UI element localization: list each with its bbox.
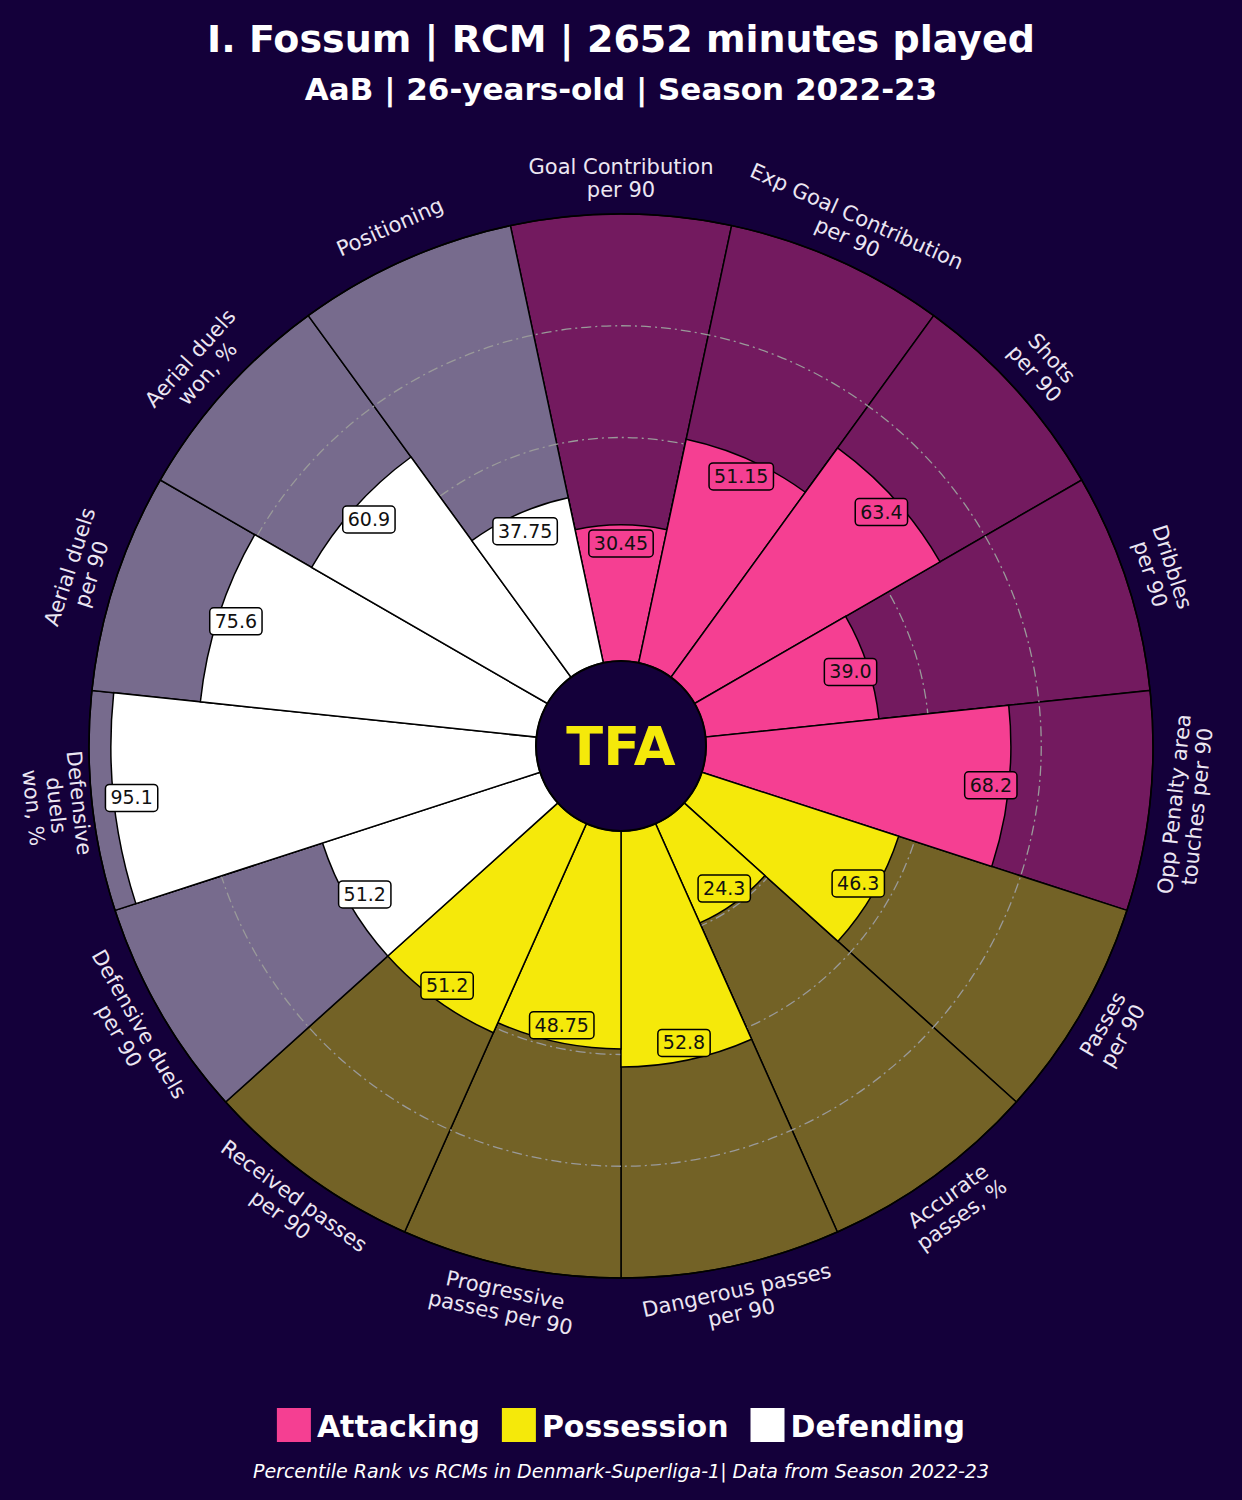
category-label: Goal Contributionper 90 xyxy=(529,155,714,202)
value-label-box xyxy=(824,658,876,685)
subtitle: AaB | 26-years-old | Season 2022-23 xyxy=(305,71,937,108)
value-label: 48.75 xyxy=(530,1012,594,1039)
title: I. Fossum | RCM | 2652 minutes played xyxy=(207,17,1035,62)
chart: I. Fossum | RCM | 2652 minutes played AaB… xyxy=(0,0,1242,1500)
legend-label: Possession xyxy=(542,1409,729,1444)
value-label-text: 37.75 xyxy=(498,520,552,542)
legend-item: Defending xyxy=(751,1408,966,1444)
axis-frame xyxy=(89,214,1153,1278)
legend: Attacking Possession Defending xyxy=(277,1408,965,1444)
value-label: 30.45 xyxy=(589,530,653,557)
category-label: Aerial duelsper 90 xyxy=(39,505,122,637)
value-label-text: 60.9 xyxy=(348,508,390,530)
value-label-box xyxy=(210,608,262,635)
value-label-text: 51.2 xyxy=(426,974,468,996)
value-label-text: 95.1 xyxy=(110,786,152,808)
value-label-box xyxy=(855,499,907,526)
value-label-text: 39.0 xyxy=(829,660,871,682)
caption: Percentile Rank vs RCMs in Denmark-Super… xyxy=(253,1460,989,1483)
category-label: Aerial duelswon, % xyxy=(140,304,257,427)
category-label: Shotsper 90 xyxy=(1003,325,1084,407)
value-label: 75.6 xyxy=(210,608,262,635)
bar xyxy=(695,616,879,737)
value-label-box xyxy=(709,463,773,490)
background xyxy=(0,0,1242,1500)
value-label-box xyxy=(698,875,750,902)
category-label: Accuratepasses, % xyxy=(898,1156,1011,1256)
value-label-text: 52.8 xyxy=(663,1031,705,1053)
category-label: Defensiveduelswon, % xyxy=(16,750,97,862)
plot: TFA 30.45 51.15 63.4 39.0 68.2 46.3 24.3 52.8 48.… xyxy=(16,155,1219,1345)
value-label-box xyxy=(530,1012,594,1039)
value-label-box xyxy=(965,772,1017,799)
category-label: Dribblesper 90 xyxy=(1125,522,1197,619)
value-label: 51.2 xyxy=(421,972,473,999)
category-label: Opp Penalty areatouches per 90 xyxy=(1153,713,1219,898)
value-label-box xyxy=(493,518,557,545)
value-label-text: 51.15 xyxy=(714,465,768,487)
value-label-box xyxy=(589,530,653,557)
value-label-text: 75.6 xyxy=(215,610,257,632)
value-label-box xyxy=(658,1029,710,1056)
value-label: 37.75 xyxy=(493,518,557,545)
category-label: Progressivepasses per 90 xyxy=(426,1263,579,1340)
value-label-box xyxy=(339,881,391,908)
value-label: 60.9 xyxy=(343,506,395,533)
category-label: Positioning xyxy=(333,193,447,261)
value-label-text: 24.3 xyxy=(703,877,745,899)
category-label: Dangerous passesper 90 xyxy=(640,1259,838,1345)
value-label: 39.0 xyxy=(824,658,876,685)
value-label: 24.3 xyxy=(698,875,750,902)
value-label: 51.2 xyxy=(339,881,391,908)
value-label: 51.15 xyxy=(709,463,773,490)
legend-swatch xyxy=(277,1408,311,1442)
value-label: 52.8 xyxy=(658,1029,710,1056)
value-label-text: 30.45 xyxy=(594,532,648,554)
value-label: 46.3 xyxy=(832,870,884,897)
value-labels: 30.45 51.15 63.4 39.0 68.2 46.3 24.3 52.8 48.75 5… xyxy=(105,463,1017,1056)
value-label: 63.4 xyxy=(855,499,907,526)
category-label: Passesper 90 xyxy=(1075,988,1151,1072)
value-label: 95.1 xyxy=(105,784,157,811)
bar xyxy=(621,824,752,1067)
value-label-box xyxy=(343,506,395,533)
legend-item: Possession xyxy=(502,1408,729,1444)
value-label-text: 68.2 xyxy=(970,774,1012,796)
category-label: Received passesper 90 xyxy=(203,1135,372,1275)
bar xyxy=(472,498,603,677)
category-labels: Goal Contributionper 90 Exp Goal Contribu… xyxy=(16,155,1219,1345)
value-label-box xyxy=(421,972,473,999)
value-label-text: 51.2 xyxy=(344,883,386,905)
legend-label: Defending xyxy=(791,1409,966,1444)
bars xyxy=(111,439,1011,1067)
legend-swatch xyxy=(751,1408,785,1442)
value-label-text: 63.4 xyxy=(860,501,902,523)
legend-label: Attacking xyxy=(317,1409,480,1444)
center-circle xyxy=(536,661,706,831)
value-label-text: 46.3 xyxy=(837,872,879,894)
category-label: Defensive duelsper 90 xyxy=(67,946,192,1115)
value-label-box xyxy=(105,784,157,811)
value-label-text: 48.75 xyxy=(535,1014,589,1036)
background-slices xyxy=(89,214,1153,1278)
logo-text: TFA xyxy=(566,715,676,778)
legend-swatch xyxy=(502,1408,536,1442)
value-label-box xyxy=(832,870,884,897)
value-label: 68.2 xyxy=(965,772,1017,799)
category-label: Exp Goal Contributionper 90 xyxy=(737,159,967,296)
legend-item: Attacking xyxy=(277,1408,480,1444)
